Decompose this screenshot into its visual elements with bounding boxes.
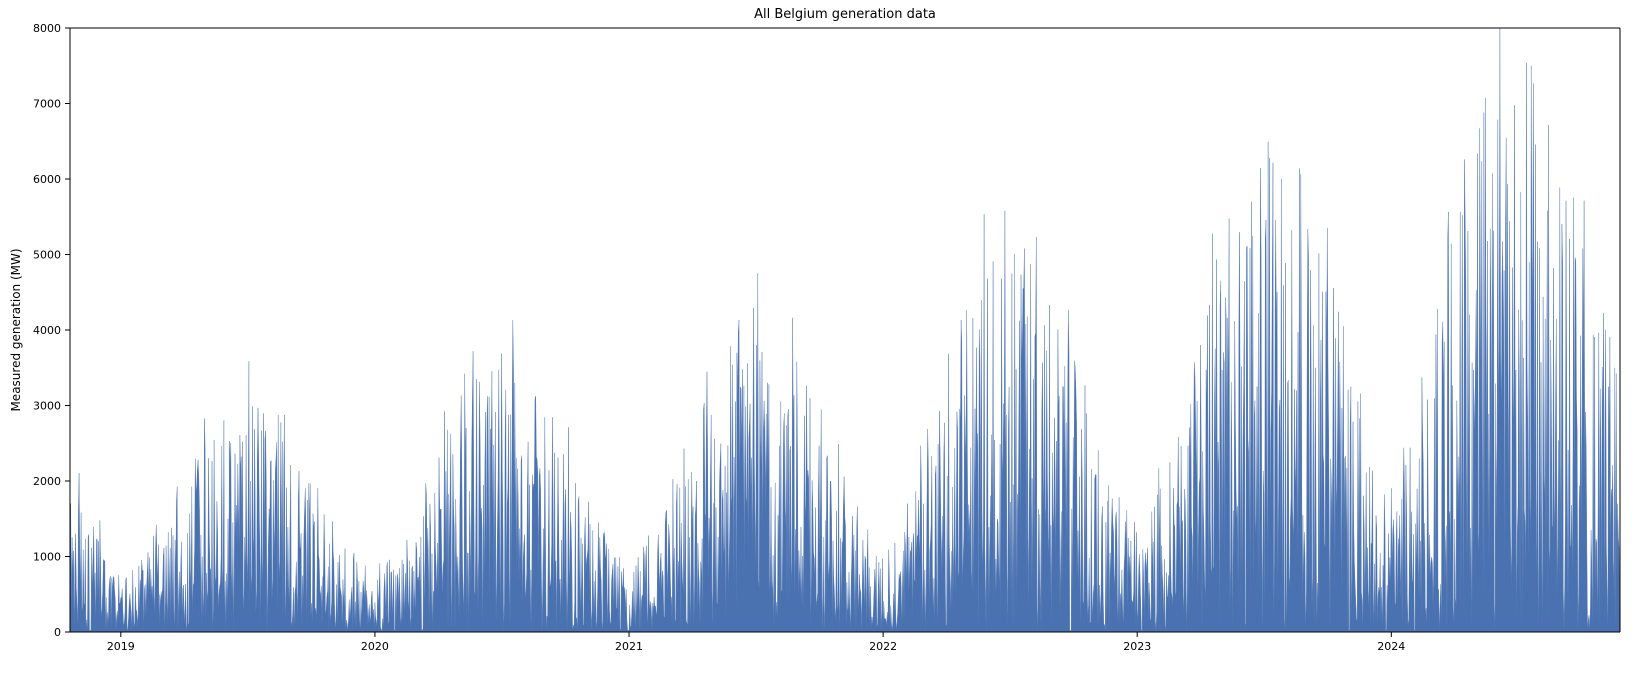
x-tick-label: 2021 [615, 640, 643, 653]
x-tick-label: 2019 [107, 640, 135, 653]
y-tick-label: 1000 [33, 551, 61, 564]
x-tick-label: 2022 [869, 640, 897, 653]
x-tick-label: 2020 [361, 640, 389, 653]
y-tick-label: 7000 [33, 98, 61, 111]
x-axis-ticks: 2019 2020 2021 2022 2023 2024 [107, 632, 1405, 653]
chart-svg: 0 1000 2000 3000 4000 5000 6000 7000 8000 2019 202… [0, 0, 1637, 683]
y-tick-label: 5000 [33, 249, 61, 262]
y-axis-label: Measured generation (MW) [9, 248, 23, 411]
y-tick-label: 2000 [33, 475, 61, 488]
x-tick-label: 2024 [1377, 640, 1405, 653]
x-tick-label: 2023 [1123, 640, 1151, 653]
y-tick-label: 8000 [33, 22, 61, 35]
y-tick-label: 3000 [33, 400, 61, 413]
generation-area [70, 28, 1620, 632]
chart-title: All Belgium generation data [754, 7, 936, 22]
series-area [70, 28, 1620, 632]
y-tick-label: 0 [54, 626, 61, 639]
y-tick-label: 4000 [33, 324, 61, 337]
y-tick-label: 6000 [33, 173, 61, 186]
y-axis-ticks: 0 1000 2000 3000 4000 5000 6000 7000 8000 [33, 22, 70, 639]
generation-chart: 0 1000 2000 3000 4000 5000 6000 7000 8000 2019 202… [0, 0, 1637, 683]
